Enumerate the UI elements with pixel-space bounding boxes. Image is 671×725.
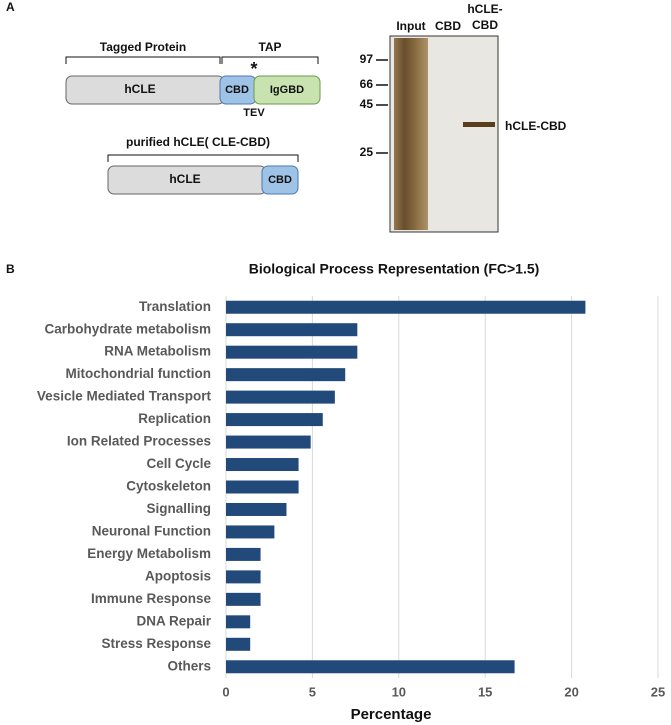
x-tick-label: 20 bbox=[564, 684, 578, 699]
x-tick-label: 0 bbox=[222, 684, 229, 699]
x-tick-label: 25 bbox=[651, 684, 665, 699]
domain-label: hCLE bbox=[124, 82, 155, 96]
category-label: DNA Repair bbox=[136, 613, 211, 628]
category-label: Signalling bbox=[146, 501, 211, 516]
bracket-label: Tagged Protein bbox=[100, 40, 186, 54]
domain-label: CBD bbox=[268, 174, 292, 186]
lane-label: CBD bbox=[472, 18, 498, 32]
category-label: Vesicle Mediated Transport bbox=[37, 389, 212, 404]
bar bbox=[226, 368, 346, 382]
bar bbox=[226, 547, 261, 561]
bar bbox=[226, 300, 586, 314]
bracket-label: TAP bbox=[258, 40, 281, 54]
bar bbox=[226, 570, 261, 584]
bracket bbox=[107, 154, 299, 162]
marker-label: 97 bbox=[360, 52, 374, 66]
domain bbox=[261, 165, 299, 195]
bar bbox=[226, 480, 299, 494]
category-label: RNA Metabolism bbox=[104, 344, 211, 359]
bar bbox=[226, 458, 299, 472]
category-label: Energy Metabolism bbox=[87, 546, 211, 561]
x-tick-label: 5 bbox=[309, 684, 316, 699]
category-label: Cytoskeleton bbox=[126, 479, 211, 494]
panel-label: A bbox=[6, 0, 15, 14]
category-label: Neuronal Function bbox=[92, 524, 211, 539]
lane-label: CBD bbox=[435, 19, 461, 33]
chart-title: Biological Process Representation (FC>1.… bbox=[249, 261, 540, 277]
x-axis-label: Percentage bbox=[351, 706, 432, 723]
bar bbox=[226, 435, 311, 449]
marker-label: 45 bbox=[360, 97, 374, 111]
bar bbox=[226, 525, 275, 539]
construct-title: purified hCLE( CLE-CBD) bbox=[126, 135, 270, 149]
x-tick-label: 10 bbox=[392, 684, 406, 699]
bar bbox=[226, 615, 251, 629]
marker-label: 25 bbox=[360, 145, 374, 159]
category-label: Immune Response bbox=[91, 591, 212, 606]
category-label: Apoptosis bbox=[145, 568, 211, 583]
category-label: Stress Response bbox=[101, 636, 211, 651]
cleavage-star: * bbox=[250, 59, 257, 79]
domain-label: CBD bbox=[225, 84, 249, 96]
marker-label: 66 bbox=[360, 77, 374, 91]
bracket bbox=[221, 56, 319, 64]
gel-band bbox=[463, 122, 495, 127]
bar bbox=[226, 502, 287, 516]
gel-lane bbox=[394, 38, 428, 230]
bar bbox=[226, 637, 251, 651]
domain-label: hCLE bbox=[169, 172, 200, 186]
panel-label: B bbox=[6, 262, 15, 276]
bar bbox=[226, 413, 323, 427]
site-label: TEV bbox=[243, 107, 265, 119]
bar bbox=[226, 345, 358, 359]
bar bbox=[226, 592, 261, 606]
x-tick-label: 15 bbox=[478, 684, 492, 699]
category-label: Cell Cycle bbox=[146, 456, 211, 471]
bar bbox=[226, 660, 515, 674]
category-label: Translation bbox=[139, 299, 211, 314]
bracket bbox=[65, 56, 221, 64]
category-label: Replication bbox=[138, 411, 211, 426]
category-label: Carbohydrate metabolism bbox=[44, 321, 211, 336]
domain bbox=[253, 75, 321, 105]
category-label: Mitochondrial function bbox=[66, 366, 211, 381]
category-label: Others bbox=[167, 658, 211, 673]
bar bbox=[226, 323, 358, 337]
category-label: Ion Related Processes bbox=[67, 434, 211, 449]
lane-label: Input bbox=[396, 19, 425, 33]
domain-label: IgGBD bbox=[270, 84, 304, 96]
band-label: hCLE-CBD bbox=[505, 119, 567, 133]
lane-label: hCLE- bbox=[467, 2, 502, 16]
bar bbox=[226, 390, 335, 404]
